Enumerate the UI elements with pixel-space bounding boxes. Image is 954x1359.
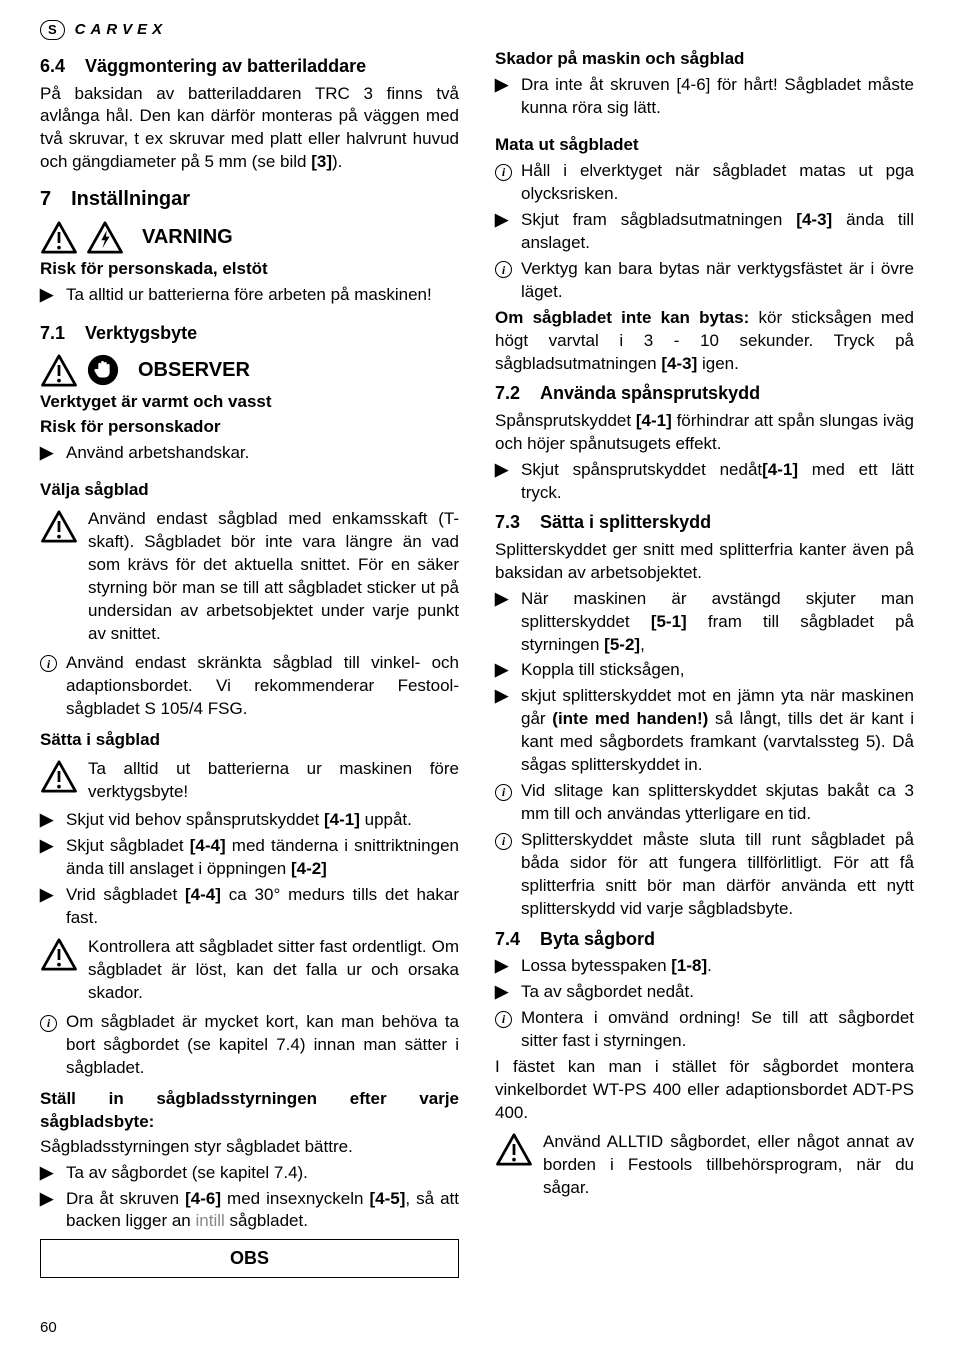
- bolt-triangle-icon: [86, 221, 124, 254]
- valja-heading: Välja sågblad: [40, 479, 459, 502]
- stall-heading: Ställ in sågbladsstyrningen efter varje …: [40, 1088, 459, 1134]
- heading-6-4: 6.4Väggmontering av batteriladdare: [40, 54, 459, 78]
- satta-warn: Ta alltid ut batterierna ur maskinen för…: [40, 758, 459, 804]
- warn-7-4: Använd ALLTID sågbordet, eller något ann…: [495, 1131, 914, 1200]
- satta-li-3: ▶Vrid sågbladet [4-4] ca 30° medurs till…: [40, 884, 459, 930]
- info-icon: i: [495, 261, 512, 278]
- content-columns: 6.4Väggmontering av batteriladdare På ba…: [40, 48, 914, 1298]
- observer-h1: Verktyget är varmt och vasst: [40, 391, 459, 414]
- satta-li-1: ▶Skjut vid behov spånsprutskyddet [4-1] …: [40, 809, 459, 832]
- heading-7: 7Inställningar: [40, 186, 459, 213]
- lang-badge: S: [40, 20, 65, 40]
- warning-triangle-icon: [40, 510, 78, 543]
- info-icon: i: [40, 1015, 57, 1032]
- li-7-3-3: ▶skjut splitterskyddet mot en jämn yta n…: [495, 685, 914, 777]
- heading-7-2: 7.2Använda spånsprutskydd: [495, 381, 914, 405]
- info-icon: i: [495, 784, 512, 801]
- info-icon: i: [495, 164, 512, 181]
- varning-banner: VARNING: [40, 221, 459, 254]
- warning-triangle-icon: [40, 938, 78, 971]
- heading-7-1: 7.1Verktygsbyte: [40, 321, 459, 345]
- li-7-3-1: ▶När maskinen är avstängd skjuter man sp…: [495, 588, 914, 657]
- i-7-3-2: iSplitterskyddet måste sluta till runt s…: [495, 829, 914, 921]
- stall-li-1: ▶Ta av sågbordet (se kapitel 7.4).: [40, 1162, 459, 1185]
- om-p: Om sågbladet inte kan bytas: kör stickså…: [495, 307, 914, 376]
- warning-triangle-icon: [40, 760, 78, 793]
- warning-triangle-icon: [40, 354, 78, 387]
- valja-info: iAnvänd endast skränkta sågblad till vin…: [40, 652, 459, 721]
- heading-7-3: 7.3Sätta i splitterskydd: [495, 510, 914, 534]
- p-7-4-2: I fästet kan man i stället för sågbordet…: [495, 1056, 914, 1125]
- mata-i1: iHåll i elverktyget när sågbladet matas …: [495, 160, 914, 206]
- p-7-3: Splitterskyddet ger snitt med splitterfr…: [495, 539, 914, 585]
- satta-heading: Sätta i sågblad: [40, 729, 459, 752]
- observer-h2: Risk för personskador: [40, 416, 459, 439]
- info-icon: i: [495, 833, 512, 850]
- valja-warn: Använd endast sågblad med enkamsskaft (T…: [40, 508, 459, 646]
- li-7-3-2: ▶Koppla till sticksågen,: [495, 659, 914, 682]
- p-6-4: På baksidan av batteriladdaren TRC 3 fin…: [40, 83, 459, 175]
- satta-info: iOm sågbladet är mycket kort, kan man be…: [40, 1011, 459, 1080]
- stall-p: Sågbladsstyrningen styr sågbladet bättre…: [40, 1136, 459, 1159]
- obs-heading: Skador på maskin och sågblad: [495, 48, 914, 71]
- page-header: S CARVEX: [40, 20, 914, 40]
- info-icon: i: [40, 655, 57, 672]
- obs-item: ▶Dra inte åt skruven [4-6] för hårt! Såg…: [495, 74, 914, 120]
- p-7-2: Spånsprutskyddet [4-1] förhindrar att sp…: [495, 410, 914, 456]
- info-icon: i: [495, 1011, 512, 1028]
- observer-item: ▶Använd arbetshandskar.: [40, 442, 459, 465]
- warning-triangle-icon: [40, 221, 78, 254]
- satta-li-2: ▶Skjut sågbladet [4-4] med tänderna i sn…: [40, 835, 459, 881]
- stall-li-2: ▶Dra åt skruven [4-6] med insexnyckeln […: [40, 1188, 459, 1234]
- mata-li-1: ▶Skjut fram sågbladsutmatningen [4-3] än…: [495, 209, 914, 255]
- page-number: 60: [40, 1318, 914, 1338]
- observer-banner: OBSERVER: [40, 353, 459, 387]
- li-7-4-1: ▶Lossa bytesspaken [1-8].: [495, 955, 914, 978]
- i-7-4-1: iMontera i omvänd ordning! Se till att s…: [495, 1007, 914, 1053]
- mata-heading: Mata ut sågbladet: [495, 134, 914, 157]
- li-7-2: ▶Skjut spånsprutskyddet nedåt[4-1] med e…: [495, 459, 914, 505]
- i-7-3-1: iVid slitage kan splitterskyddet skjutas…: [495, 780, 914, 826]
- heading-7-4: 7.4Byta sågbord: [495, 927, 914, 951]
- satta-warn-2: Kontrollera att sågbladet sitter fast or…: [40, 936, 459, 1005]
- mata-i2: iVerktyg kan bara bytas när verktygsfäst…: [495, 258, 914, 304]
- obs-box: OBS: [40, 1239, 459, 1277]
- varning-heading: Risk för personskada, elstöt: [40, 258, 459, 281]
- varning-item: ▶Ta alltid ur batterierna före arbeten p…: [40, 284, 459, 307]
- warning-triangle-icon: [495, 1133, 533, 1166]
- brand: CARVEX: [75, 20, 168, 40]
- hand-circle-icon: [86, 353, 120, 387]
- li-7-4-2: ▶Ta av sågbordet nedåt.: [495, 981, 914, 1004]
